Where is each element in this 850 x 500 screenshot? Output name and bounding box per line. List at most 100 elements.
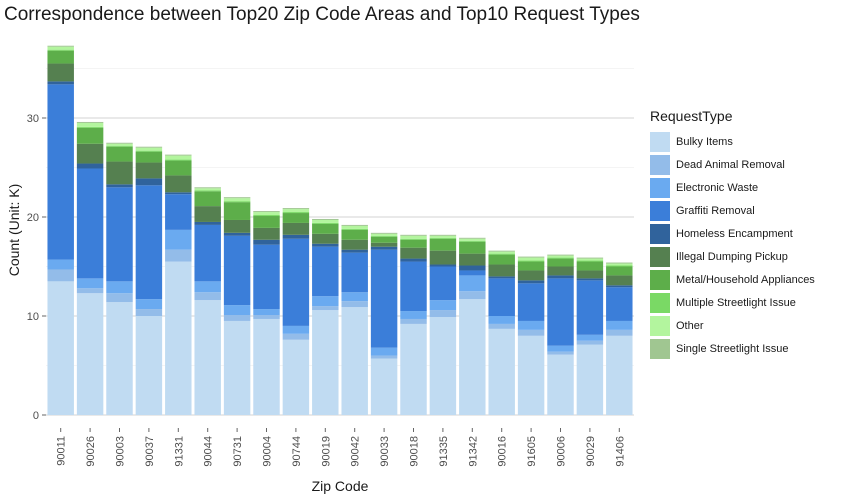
bar-segment xyxy=(459,241,486,254)
legend-label: Other xyxy=(676,319,704,332)
legend-swatch xyxy=(650,269,670,290)
legend-swatch xyxy=(650,315,670,336)
bar-segment xyxy=(429,235,457,238)
bar-segment xyxy=(459,270,486,276)
bar-segment xyxy=(165,261,192,415)
bar-segment xyxy=(370,246,398,250)
bar-segment xyxy=(459,240,486,242)
bar-segment xyxy=(370,235,398,237)
bar-segment xyxy=(517,256,545,258)
bar-segment xyxy=(135,150,163,152)
bar-segment xyxy=(47,63,74,82)
legend-swatch xyxy=(650,338,670,359)
bar-segment xyxy=(135,309,163,316)
bar-segment xyxy=(106,184,133,188)
y-tick-label: 20 xyxy=(27,212,39,224)
bar-segment xyxy=(282,238,310,326)
legend-label: Metal/Household Appliances xyxy=(676,273,815,286)
legend-swatch xyxy=(650,131,670,152)
bar-segment xyxy=(223,320,251,415)
bar-segment xyxy=(341,224,368,226)
bar-segment xyxy=(400,311,427,319)
bar-segment xyxy=(459,275,486,292)
bar-segment xyxy=(606,287,633,321)
bars-layer xyxy=(47,45,633,415)
bar-segment xyxy=(429,316,457,415)
legend-label: Single Streetlight Issue xyxy=(676,342,789,355)
legend-item: Electronic Waste xyxy=(650,176,815,199)
bar-segment xyxy=(400,323,427,415)
bar-segment xyxy=(312,296,339,307)
bar-segment xyxy=(47,81,74,85)
bar-segment xyxy=(76,278,104,289)
bar-segment xyxy=(312,222,339,224)
bar-segment xyxy=(547,351,574,355)
bar-segment xyxy=(312,219,339,223)
bar-segment xyxy=(312,218,339,220)
bar-segment xyxy=(253,239,280,245)
bar-segment xyxy=(576,257,604,259)
x-tick-label: 90044 xyxy=(203,436,215,467)
legend-swatch xyxy=(650,223,670,244)
legend-label: Illegal Dumping Pickup xyxy=(676,250,788,263)
bar-segment xyxy=(253,211,280,213)
bar-segment xyxy=(341,249,368,253)
bar-segment xyxy=(194,292,221,301)
x-tick-label: 90033 xyxy=(379,436,391,467)
legend-label: Graffiti Removal xyxy=(676,204,755,217)
bar-segment xyxy=(488,323,515,329)
bar-segment xyxy=(370,347,398,356)
bar-segment xyxy=(194,224,221,282)
x-tick-label: 90744 xyxy=(291,436,303,467)
bar-segment xyxy=(400,258,427,262)
legend-label: Electronic Waste xyxy=(676,181,759,194)
bar-segment xyxy=(165,160,192,176)
bar-segment xyxy=(194,188,221,191)
bar-segment xyxy=(223,197,251,199)
bar-segment xyxy=(488,328,515,415)
bar-segment xyxy=(135,147,163,151)
bar-segment xyxy=(223,305,251,316)
bar-segment xyxy=(282,325,310,334)
bar-segment xyxy=(223,315,251,321)
legend-items: Bulky Items Dead Animal Removal Electronic… xyxy=(650,130,815,360)
bar-segment xyxy=(165,154,192,156)
bar-segment xyxy=(459,291,486,300)
legend-item: Multiple Streetlight Issue xyxy=(650,291,815,314)
bar-segment xyxy=(165,249,192,262)
legend-label: Multiple Streetlight Issue xyxy=(676,296,796,309)
bar-segment xyxy=(47,46,74,50)
bar-segment xyxy=(282,339,310,415)
x-tick-label: 90018 xyxy=(409,436,421,467)
bar-segment xyxy=(194,300,221,415)
bar-segment xyxy=(429,237,457,239)
bar-segment xyxy=(165,159,192,161)
bar-segment xyxy=(253,315,280,319)
bar-segment xyxy=(576,334,604,341)
legend: RequestType Bulky Items Dead Animal Remov… xyxy=(650,108,815,360)
bar-segment xyxy=(370,242,398,247)
bar-segment xyxy=(312,246,339,297)
bar-segment xyxy=(76,121,104,123)
bar-segment xyxy=(576,340,604,345)
bar-segment xyxy=(370,236,398,243)
bar-segment xyxy=(370,232,398,234)
x-tick-label: 90037 xyxy=(144,436,156,467)
bar-segment xyxy=(517,283,545,321)
bar-segment xyxy=(106,145,133,147)
y-tick-label: 0 xyxy=(33,410,39,422)
legend-item: Homeless Encampment xyxy=(650,222,815,245)
axis-layer: 0 10 20 30 90011 90026 90003 90037 91331 90044 907… xyxy=(27,113,627,467)
bar-segment xyxy=(47,49,74,51)
x-tick-label: 91331 xyxy=(173,436,185,467)
legend-item: Metal/Household Appliances xyxy=(650,268,815,291)
bar-segment xyxy=(106,146,133,162)
bar-segment xyxy=(223,219,251,233)
legend-label: Bulky Items xyxy=(676,135,733,148)
bar-segment xyxy=(135,185,163,300)
legend-item: Bulky Items xyxy=(650,130,815,153)
bar-segment xyxy=(135,178,163,186)
bar-segment xyxy=(400,318,427,324)
bar-segment xyxy=(282,234,310,239)
bar-segment xyxy=(488,253,515,255)
